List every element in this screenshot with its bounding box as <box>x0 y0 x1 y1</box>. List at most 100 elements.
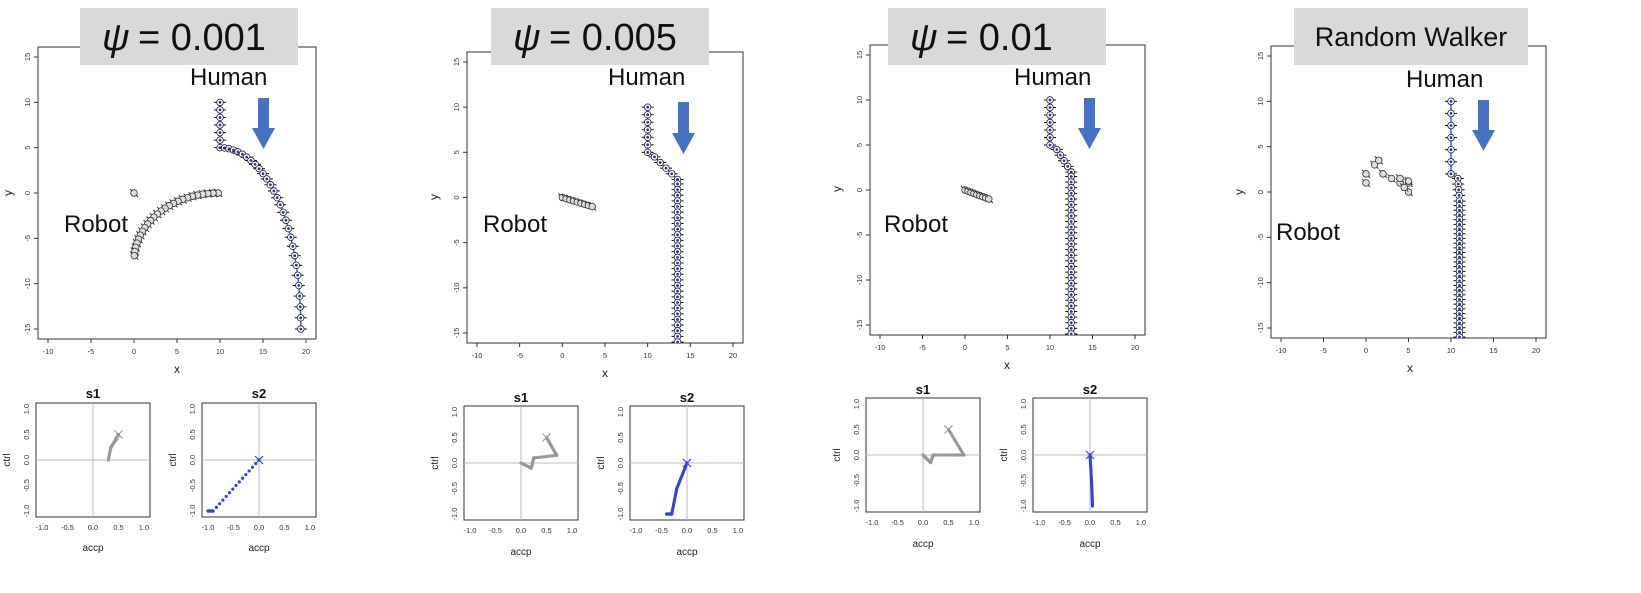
x-tick-label: -5 <box>88 347 95 356</box>
arrow-shaft <box>1084 98 1095 128</box>
human-center-dot <box>676 233 679 237</box>
s2-points <box>630 406 744 520</box>
human-center-dot <box>1069 287 1073 291</box>
psi-symbol: ψ <box>102 17 130 59</box>
human-center-dot <box>1069 191 1073 195</box>
robot-trajectory <box>557 193 597 211</box>
robot-label: Robot <box>64 211 128 238</box>
s2-subplot: -1.0 -1.0 -0.5 -0.5 0.0 0.0 0.5 0.5 1.0 1.0 s2 ac… <box>596 390 745 558</box>
s2-state-point <box>218 502 222 506</box>
s1-target-mark <box>114 430 123 439</box>
human-center-dot <box>1458 288 1461 292</box>
human-center-dot <box>676 267 679 271</box>
x-tick-labels: -10 -5 0 5 10 15 20 <box>43 339 310 356</box>
x-tick-label: 15 <box>1489 346 1497 355</box>
banner-title: Random Walker <box>1315 22 1508 52</box>
y-tick-labels: -15 -10 -5 0 5 10 15 <box>1256 52 1271 333</box>
x-tick-label: -10 <box>875 343 886 352</box>
s2-state-point <box>237 480 241 484</box>
human-direction-arrow <box>1078 98 1101 149</box>
human-center-dot <box>298 294 302 298</box>
human-center-dot <box>1069 298 1073 302</box>
sub-y-tick-label: 1.0 <box>616 407 625 417</box>
s1-title: s1 <box>86 386 100 401</box>
sub-x-tick-label: -1.0 <box>36 523 49 532</box>
human-center-dot <box>1069 326 1073 330</box>
human-center-dot <box>1449 148 1453 152</box>
human-center-dot <box>1069 203 1073 207</box>
s2-x-label: accp <box>676 547 698 558</box>
y-tick-label: -10 <box>855 275 864 286</box>
sub-y-tick-label: 0.5 <box>22 429 31 439</box>
sub-y-tick-label: 0.5 <box>616 432 625 442</box>
human-path-line <box>646 107 679 343</box>
human-trajectory <box>1044 96 1078 335</box>
sub-x-tick-label: 0.5 <box>279 523 289 532</box>
x-tick-label: -5 <box>516 351 523 360</box>
human-center-dot <box>646 113 650 117</box>
robot-trajectory <box>960 185 994 204</box>
robot-position-point <box>1362 170 1370 178</box>
sub-x-tick-label: 1.0 <box>139 523 149 532</box>
human-center-dot <box>1069 197 1073 201</box>
human-center-dot <box>1069 293 1073 297</box>
human-trajectory <box>1445 97 1466 338</box>
human-center-dot <box>676 199 679 203</box>
human-center-dot <box>284 218 288 222</box>
human-center-dot <box>287 227 290 230</box>
arrow-shaft <box>258 98 269 128</box>
human-center-dot <box>676 301 679 304</box>
human-center-dot <box>676 222 679 225</box>
y-tick-label: 15 <box>452 58 461 66</box>
human-trajectory <box>641 103 684 343</box>
human-center-dot <box>218 131 222 134</box>
human-center-dot <box>1048 113 1052 117</box>
x-tick-label: -5 <box>1320 346 1327 355</box>
s2-tick-labels: -1.0 -1.0 -0.5 -0.5 0.0 0.0 0.5 0.5 1.0 1.0 <box>188 404 315 532</box>
human-label: Human <box>608 64 685 91</box>
human-center-dot <box>1066 164 1070 168</box>
x-tick-label: 0 <box>132 347 136 356</box>
human-center-dot <box>1458 251 1461 254</box>
y-axis-label: y <box>1 190 15 196</box>
s2-tick-labels: -1.0 -1.0 -0.5 -0.5 0.0 0.0 0.5 0.5 1.0 1.0 <box>1019 399 1146 527</box>
sub-y-tick-label: -0.5 <box>450 482 459 495</box>
y-tick-labels: -15 -10 -5 0 5 10 15 <box>855 51 870 330</box>
human-center-dot <box>646 128 650 132</box>
human-center-dot <box>1069 281 1073 285</box>
robot-position-point <box>130 189 138 197</box>
y-tick-label: 10 <box>1256 97 1265 105</box>
s1-points <box>866 398 980 512</box>
human-center-dot <box>1048 136 1052 139</box>
s2-state-point <box>250 465 255 469</box>
human-label: Human <box>1406 66 1483 93</box>
human-center-dot <box>1069 253 1073 257</box>
human-center-dot <box>1449 160 1453 164</box>
s1-y-label: ctrl <box>2 453 13 466</box>
sub-x-tick-label: -1.0 <box>464 526 477 535</box>
s2-state-point <box>231 487 235 491</box>
human-center-dot <box>1458 335 1461 338</box>
s2-points <box>202 403 316 517</box>
human-center-dot <box>653 155 656 159</box>
human-center-dot <box>676 289 679 293</box>
panel-psi-0.005: -10 -5 0 5 10 15 20 -15 -10 -5 0 5 10 15 x y ψ = 0.0… <box>427 8 745 558</box>
sub-x-tick-label: 0.0 <box>682 526 692 535</box>
x-axis-label: x <box>602 366 608 380</box>
human-center-dot <box>676 284 679 287</box>
robot-position-point <box>1404 177 1413 185</box>
human-center-dot <box>1458 321 1461 325</box>
human-center-dot <box>1048 128 1052 132</box>
s2-title: s2 <box>252 386 266 401</box>
s2-title: s2 <box>680 390 694 405</box>
human-center-dot <box>1069 180 1073 184</box>
y-tick-label: -10 <box>452 282 461 293</box>
sub-x-tick-label: -0.5 <box>227 523 240 532</box>
y-tick-label: -5 <box>23 235 32 242</box>
s1-x-label: accp <box>510 547 532 558</box>
sub-x-tick-label: 0.5 <box>707 526 717 535</box>
sub-y-tick-label: 0.0 <box>450 458 459 468</box>
robot-trajectory <box>1361 155 1413 197</box>
title-banner-background <box>80 8 298 65</box>
sub-y-tick-label: -1.0 <box>450 508 459 521</box>
